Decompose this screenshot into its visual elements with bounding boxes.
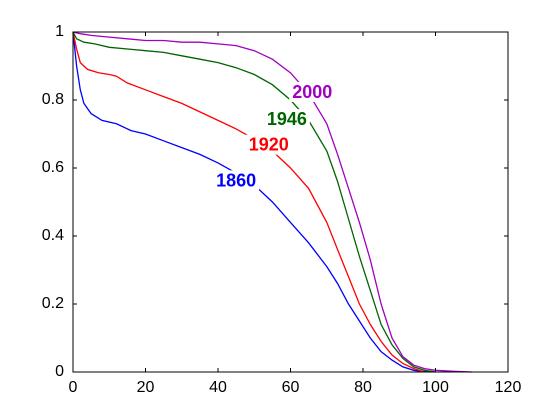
y-tick-label: 0.4 [42, 227, 64, 244]
series-label-1860: 1860 [213, 170, 260, 191]
x-tick-label: 20 [137, 379, 155, 396]
x-tick-label: 100 [422, 379, 449, 396]
series-label-1946: 1946 [263, 109, 310, 130]
series-label-background [263, 109, 310, 130]
x-tick-label: 80 [354, 379, 372, 396]
series-label-1920: 1920 [245, 134, 292, 155]
x-tick-label: 0 [69, 379, 78, 396]
series-label-text: 1920 [249, 135, 289, 155]
y-tick-label: 1 [55, 23, 64, 40]
series-label-text: 2000 [292, 82, 332, 102]
series-line-1920 [72, 31, 425, 373]
series-label-text: 1860 [216, 170, 256, 190]
y-tick-label: 0.8 [42, 91, 64, 108]
series-label-background [289, 81, 336, 102]
series-label-background [245, 134, 292, 155]
series-label-text: 1946 [267, 109, 307, 129]
annotation-layer: 1860 1920 1946 2000 [213, 81, 336, 191]
y-tick-label: 0.6 [42, 159, 64, 176]
y-tick-label: 0.2 [42, 295, 64, 312]
series-line-1946 [72, 31, 436, 373]
x-tick-label: 40 [209, 379, 227, 396]
series-label-background [213, 170, 260, 191]
tick-layer: 0 20 40 60 80 100 120 0 0.2 0.4 0.6 0.8 1 [42, 23, 522, 396]
y-tick-label: 0 [55, 363, 64, 380]
x-tick-label: 60 [282, 379, 300, 396]
series-label-2000: 2000 [289, 81, 336, 102]
x-tick-label: 120 [495, 379, 522, 396]
